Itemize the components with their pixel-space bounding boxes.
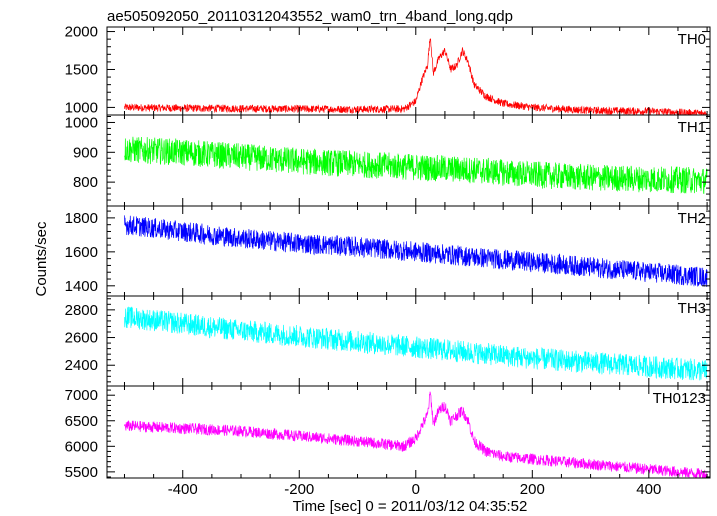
y-tick-label: 1500 (65, 61, 98, 78)
y-tick-label: 900 (73, 144, 98, 161)
y-tick-label: 2600 (65, 330, 98, 347)
x-tick-label: 200 (520, 481, 545, 498)
y-tick-label: 2000 (65, 24, 98, 41)
y-tick-label: 1800 (65, 210, 98, 227)
y-tick-label: 1400 (65, 278, 98, 295)
series-line-th0123 (124, 391, 708, 478)
panel-label-th2: TH2 (678, 210, 706, 227)
series-line-th3 (124, 306, 708, 381)
panel-th3: 2400 2600 2800 TH3 (65, 295, 711, 387)
y-tick-label: 2800 (65, 302, 98, 319)
x-tick-label: -400 (168, 481, 198, 498)
panel-label-th3: TH3 (678, 300, 706, 317)
panel-th0: 1000 1500 2000 TH0 (65, 24, 711, 116)
panel-label-th1: TH1 (678, 119, 706, 136)
y-tick-label: 6500 (65, 413, 98, 430)
y-tick-label: 6000 (65, 438, 98, 455)
y-tick-label: 2400 (65, 357, 98, 374)
series-line-th0 (124, 38, 708, 115)
y-tick-label: 5500 (65, 464, 98, 481)
panel-frame (106, 385, 711, 479)
panel-th2: 1400 1600 1800 TH2 (65, 205, 711, 297)
x-axis-title: Time [sec] 0 = 2011/03/12 04:35:52 (293, 498, 528, 515)
panel-th1: 800 900 1000 TH1 (65, 114, 711, 207)
panel-label-th0123: TH0123 (653, 390, 706, 407)
y-tick-label: 800 (73, 174, 98, 191)
y-tick-label: 1600 (65, 244, 98, 261)
x-tick-label: 0 (412, 481, 420, 498)
panel-th0123: 5500 6000 6500 7000 TH0123 (65, 385, 711, 481)
x-tick-label: -200 (284, 481, 314, 498)
series-line-th1 (124, 136, 708, 194)
y-tick-label: 1000 (65, 99, 98, 116)
y-tick-label: 1000 (65, 114, 98, 131)
chart-title: ae505092050_20110312043552_wam0_trn_4ban… (107, 8, 513, 25)
panel-label-th0: TH0 (678, 31, 706, 48)
y-axis-title: Counts/sec (33, 221, 50, 297)
x-tick-label: 400 (636, 481, 661, 498)
y-tick-label: 7000 (65, 387, 98, 404)
series-line-th2 (124, 215, 708, 287)
panel-frame (106, 26, 711, 116)
